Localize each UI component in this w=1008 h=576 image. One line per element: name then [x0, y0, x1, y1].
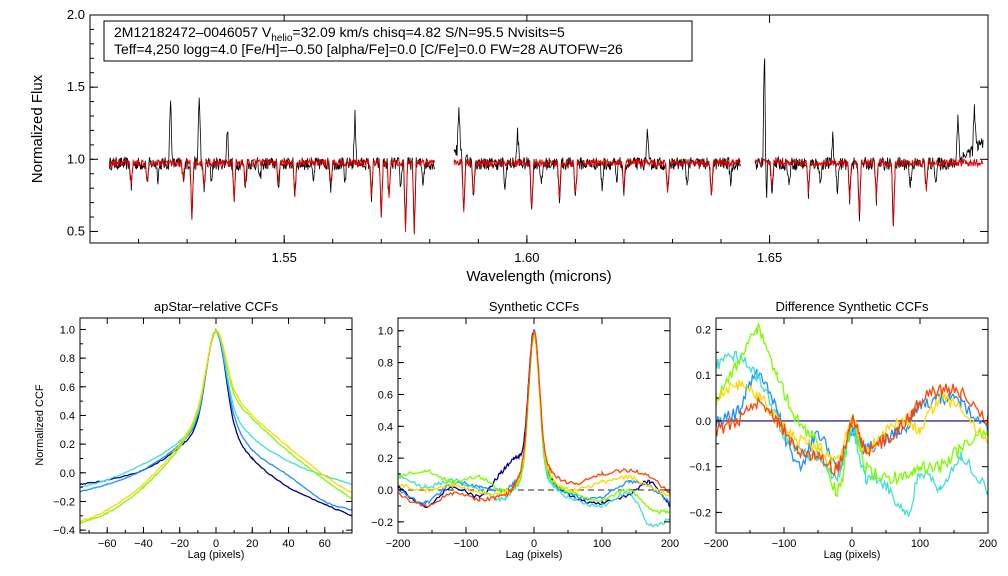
- apstar-ccf-x-tick-label: 60: [319, 538, 331, 550]
- synthetic-ccf-panel: −200 −100 0 100 200 −0.2 0.0 0.2 0.4 0.6 0.8 1.0 Sy…: [371, 299, 679, 561]
- apstar-ccf-x-tick-label: −40: [134, 538, 153, 550]
- info-box-frame: [103, 20, 693, 62]
- apstar-ccf-y-tick-label: 0.4: [60, 410, 75, 422]
- apstar-ccf-y-tick-label: 0.8: [60, 353, 75, 365]
- apstar-ccf-y-tick-label: 1.0: [60, 324, 75, 336]
- spectrum-model-chip-3: [754, 157, 984, 226]
- spectrum-ticks: 1.55 1.60 1.65 0.5 1.0 1.5 2.0: [67, 7, 988, 265]
- difference-ccf-y-tick-label: −0.1: [689, 462, 711, 474]
- synthetic-ccf-x-tick-label: −100: [454, 538, 479, 550]
- info-line-1: 2M12182472–0046057 Vhelio=32.09 km/s chi…: [114, 24, 565, 44]
- difference-ccf-ticks: −200 −100 0 100 200 −0.2 −0.1 0.0 0.1 0.2: [689, 318, 997, 550]
- spectrum-y-tick-label: 1.0: [67, 151, 85, 166]
- difference-ccf-x-tick-label: −100: [772, 538, 797, 550]
- spectrum-panel: 1.55 1.60 1.65 0.5 1.0 1.5 2.0 2M12182472–0046…: [29, 7, 989, 285]
- apstar-ccf-y-label: Normalized CCF: [34, 384, 46, 466]
- info-box: 2M12182472–0046057 Vhelio=32.09 km/s chi…: [103, 20, 693, 62]
- apstar-ccf-y-tick-label: −0.4: [53, 525, 75, 537]
- spectrum-model-chip-2: [453, 157, 741, 213]
- synthetic-ccf-x-label: Lag (pixels): [506, 549, 563, 561]
- difference-ccf-x-label: Lag (pixels): [824, 549, 881, 561]
- synthetic-ccf-x-tick-label: 200: [661, 538, 679, 550]
- synthetic-ccf-y-tick-label: −0.2: [371, 517, 393, 529]
- synthetic-ccf-title: Synthetic CCFs: [489, 299, 580, 314]
- difference-ccf-y-tick-label: 0.1: [696, 370, 711, 382]
- apstar-ccf-x-tick-label: −60: [98, 538, 117, 550]
- apstar-ccf-series-visit-4: [80, 329, 352, 524]
- difference-ccf-x-tick-label: 200: [979, 538, 997, 550]
- spectrum-x-label: Wavelength (microns): [466, 268, 611, 285]
- apstar-ccf-y-tick-label: 0.2: [60, 439, 75, 451]
- spectrum-y-tick-label: 1.5: [67, 79, 85, 94]
- apstar-ccf-plot-area: [80, 328, 352, 524]
- synthetic-ccf-y-tick-label: 0.8: [378, 358, 393, 370]
- synthetic-ccf-series-visit-6: [398, 329, 670, 508]
- difference-ccf-series-visit-2: [716, 350, 988, 517]
- difference-ccf-x-tick-label: −200: [704, 538, 729, 550]
- synthetic-ccf-ticks: −200 −100 0 100 200 −0.2 0.0 0.2 0.4 0.6 0.8 1.0: [371, 318, 679, 550]
- synthetic-ccf-y-tick-label: 0.0: [378, 485, 393, 497]
- difference-ccf-x-tick-label: 0: [849, 538, 855, 550]
- apstar-ccf-ticks: −60 −40 −20 0 20 40 60 −0.4 −0.2 0.0 0.2 0.4 0.6 0.8 1…: [53, 318, 352, 550]
- apstar-ccf-series-visit-5: [80, 330, 352, 522]
- apstar-ccf-y-tick-label: 0.6: [60, 382, 75, 394]
- apstar-ccf-x-tick-label: 0: [213, 538, 219, 550]
- spectrum-y-tick-label: 0.5: [67, 223, 85, 238]
- apstar-ccf-y-tick-label: −0.2: [53, 496, 75, 508]
- spectrum-plot-area: [108, 58, 984, 235]
- spectrum-x-tick-label: 1.60: [514, 250, 539, 265]
- spectrum-y-label: Normalized Flux: [29, 74, 46, 183]
- apstar-ccf-title: apStar–relative CCFs: [154, 299, 279, 314]
- difference-ccf-title: Difference Synthetic CCFs: [776, 299, 929, 314]
- synthetic-ccf-y-tick-label: 0.6: [378, 389, 393, 401]
- synthetic-ccf-y-tick-label: 0.4: [378, 421, 393, 433]
- spectrum-y-tick-label: 2.0: [67, 7, 85, 22]
- difference-ccf-series-visit-5: [716, 383, 988, 477]
- synthetic-ccf-x-tick-label: −200: [386, 538, 411, 550]
- synthetic-ccf-x-tick-label: 0: [531, 538, 537, 550]
- difference-ccf-plot-area: [716, 321, 988, 517]
- spectrum-axes-frame: [89, 14, 989, 244]
- difference-ccf-x-tick-label: 100: [911, 538, 929, 550]
- synthetic-ccf-y-tick-label: 1.0: [378, 326, 393, 338]
- spectrum-model-chip-1: [108, 157, 436, 235]
- apstar-ccf-y-tick-label: 0.0: [60, 468, 75, 480]
- apstar-ccf-panel: −60 −40 −20 0 20 40 60 −0.4 −0.2 0.0 0.2 0.4 0.6 0.8 1…: [34, 299, 353, 561]
- apstar-ccf-x-tick-label: −20: [170, 538, 189, 550]
- apstar-ccf-x-tick-label: 20: [246, 538, 258, 550]
- difference-ccf-y-tick-label: −0.2: [689, 507, 711, 519]
- apstar-ccf-x-tick-label: 40: [282, 538, 294, 550]
- spectrum-x-tick-label: 1.55: [272, 250, 297, 265]
- spectrum-x-tick-label: 1.65: [757, 250, 782, 265]
- info-line-2: Teff=4,250 logg=4.0 [Fe/H]=–0.50 [alpha/…: [114, 41, 623, 57]
- synthetic-ccf-x-tick-label: 100: [593, 538, 611, 550]
- synthetic-ccf-y-tick-label: 0.2: [378, 453, 393, 465]
- synthetic-ccf-plot-area: [398, 328, 670, 528]
- apstar-ccf-x-label: Lag (pixels): [188, 549, 245, 561]
- difference-ccf-y-tick-label: 0.0: [696, 416, 711, 428]
- synthetic-ccf-series-visit-2: [398, 328, 670, 507]
- difference-ccf-y-tick-label: 0.2: [696, 324, 711, 336]
- difference-ccf-panel: −200 −100 0 100 200 −0.2 −0.1 0.0 0.1 0.2 Differe…: [689, 299, 997, 561]
